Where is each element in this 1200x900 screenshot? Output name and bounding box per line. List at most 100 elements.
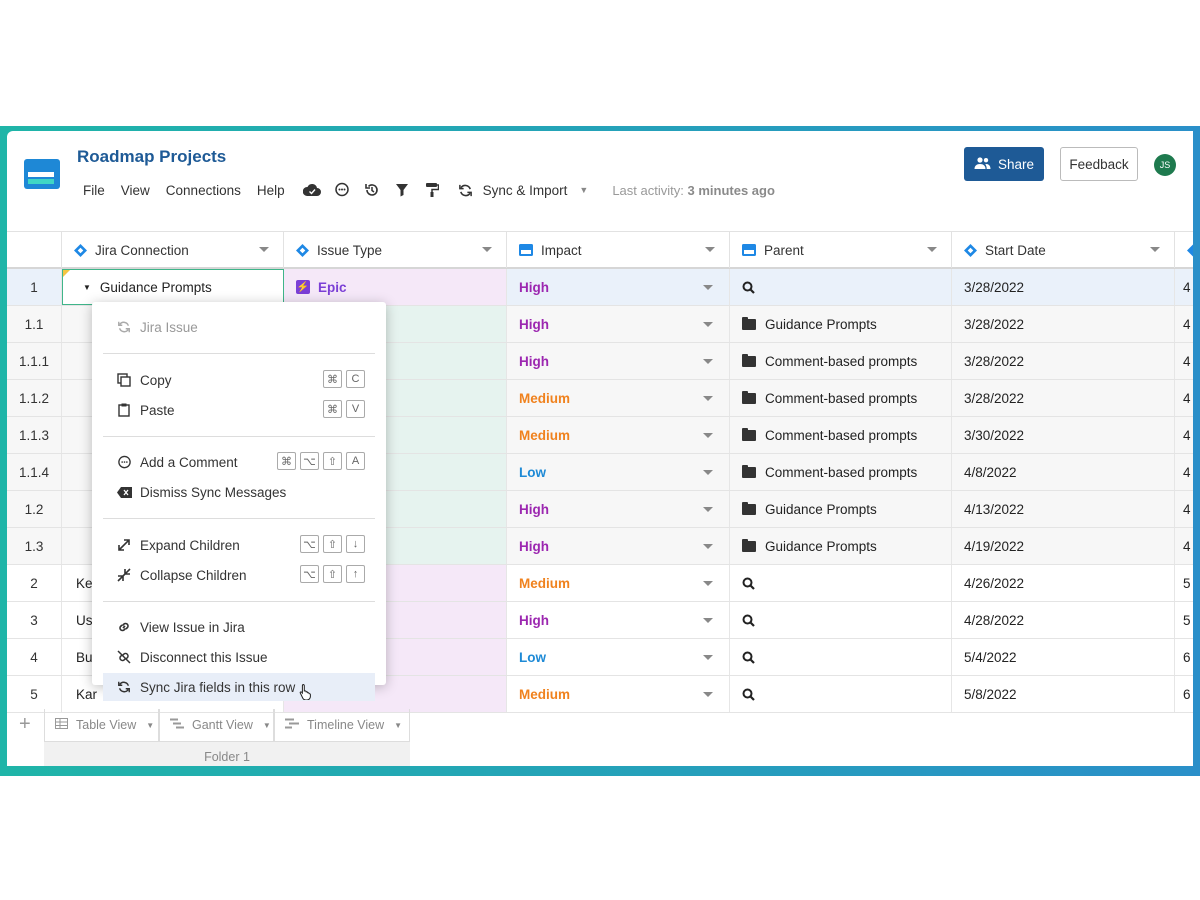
next-column-cell[interactable]: 4: [1183, 316, 1191, 332]
issue-type-cell[interactable]: ⚡ Epic: [284, 269, 507, 305]
parent-cell[interactable]: [730, 565, 952, 601]
menu-item-collapse-children[interactable]: Collapse Children ⌥ ⇧ ↑: [103, 561, 375, 589]
impact-cell[interactable]: High: [507, 528, 730, 564]
chevron-down-icon[interactable]: [703, 618, 713, 623]
paint-roller-icon[interactable]: [421, 179, 443, 201]
next-column-cell[interactable]: 4: [1183, 501, 1191, 517]
menu-item-expand-children[interactable]: Expand Children ⌥ ⇧ ↓: [103, 531, 375, 559]
chevron-down-icon[interactable]: [703, 433, 713, 438]
menu-item-add-comment[interactable]: Add a Comment ⌘ ⌥ ⇧ A: [103, 448, 375, 476]
menu-view[interactable]: View: [120, 182, 150, 198]
parent-cell[interactable]: [730, 639, 952, 675]
menu-item-disconnect[interactable]: Disconnect this Issue: [103, 643, 375, 671]
column-header-parent[interactable]: Parent: [730, 232, 952, 268]
next-column-cell[interactable]: 5: [1183, 612, 1191, 628]
impact-cell[interactable]: High: [507, 343, 730, 379]
chevron-down-icon[interactable]: ▼: [262, 720, 271, 730]
column-header-next[interactable]: [1175, 232, 1193, 268]
impact-cell[interactable]: Low: [507, 639, 730, 675]
chevron-down-icon[interactable]: [703, 470, 713, 475]
cloud-icon[interactable]: [301, 179, 323, 201]
start-date-cell[interactable]: 4/28/2022: [952, 602, 1175, 638]
menu-item-view-in-jira[interactable]: View Issue in Jira: [103, 613, 375, 641]
start-date-cell[interactable]: 4/26/2022: [952, 565, 1175, 601]
feedback-button[interactable]: Feedback: [1060, 147, 1138, 181]
chevron-down-icon[interactable]: [927, 247, 937, 252]
search-icon[interactable]: [742, 688, 755, 701]
menu-connections[interactable]: Connections: [165, 182, 241, 198]
avatar[interactable]: JS: [1154, 154, 1176, 176]
chevron-down-icon[interactable]: ▼: [146, 720, 155, 730]
start-date-cell[interactable]: 5/8/2022: [952, 676, 1175, 712]
table-row[interactable]: 1 ▼ Guidance Prompts ⚡ Epic High 3/28/2022 4: [7, 269, 1193, 306]
search-icon[interactable]: [742, 651, 755, 664]
chevron-down-icon[interactable]: [705, 247, 715, 252]
chevron-down-icon[interactable]: [703, 285, 713, 290]
add-view-button[interactable]: +: [19, 713, 31, 735]
filter-icon[interactable]: [391, 179, 413, 201]
start-date-cell[interactable]: 3/30/2022: [952, 417, 1175, 453]
impact-cell[interactable]: Medium: [507, 676, 730, 712]
history-icon[interactable]: [361, 179, 383, 201]
impact-cell[interactable]: Medium: [507, 565, 730, 601]
parent-cell[interactable]: [730, 676, 952, 712]
next-column-cell[interactable]: 6: [1183, 649, 1191, 665]
search-icon[interactable]: [742, 614, 755, 627]
chevron-down-icon[interactable]: [703, 322, 713, 327]
start-date-cell[interactable]: 4/8/2022: [952, 454, 1175, 490]
parent-cell[interactable]: Comment-based prompts: [730, 417, 952, 453]
chevron-down-icon[interactable]: [1150, 247, 1160, 252]
impact-cell[interactable]: High: [507, 602, 730, 638]
next-column-cell[interactable]: 6: [1183, 686, 1191, 702]
next-column-cell[interactable]: 4: [1183, 464, 1191, 480]
menu-item-copy[interactable]: Copy ⌘ C: [103, 366, 375, 394]
column-header-issue-type[interactable]: Issue Type: [284, 232, 507, 268]
parent-cell[interactable]: Comment-based prompts: [730, 454, 952, 490]
parent-cell[interactable]: Comment-based prompts: [730, 380, 952, 416]
collapse-toggle-icon[interactable]: ▼: [83, 282, 91, 292]
parent-cell[interactable]: Guidance Prompts: [730, 528, 952, 564]
start-date-cell[interactable]: 5/4/2022: [952, 639, 1175, 675]
chevron-down-icon[interactable]: [259, 247, 269, 252]
search-icon[interactable]: [742, 577, 755, 590]
parent-cell[interactable]: [730, 602, 952, 638]
chevron-down-icon[interactable]: [703, 692, 713, 697]
column-header-start-date[interactable]: Start Date: [952, 232, 1175, 268]
next-column-cell[interactable]: 4: [1183, 538, 1191, 554]
parent-cell[interactable]: [730, 269, 952, 305]
start-date-cell[interactable]: 4/19/2022: [952, 528, 1175, 564]
start-date-cell[interactable]: 3/28/2022: [952, 380, 1175, 416]
column-header-impact[interactable]: Impact: [507, 232, 730, 268]
chevron-down-icon[interactable]: [703, 396, 713, 401]
menu-item-dismiss-sync[interactable]: Dismiss Sync Messages: [103, 478, 375, 506]
search-icon[interactable]: [742, 281, 755, 294]
chevron-down-icon[interactable]: [703, 544, 713, 549]
start-date-cell[interactable]: 3/28/2022: [952, 269, 1175, 305]
parent-cell[interactable]: Comment-based prompts: [730, 343, 952, 379]
parent-cell[interactable]: Guidance Prompts: [730, 306, 952, 342]
chevron-down-icon[interactable]: [703, 359, 713, 364]
chevron-down-icon[interactable]: [482, 247, 492, 252]
start-date-cell[interactable]: 3/28/2022: [952, 306, 1175, 342]
next-column-cell[interactable]: 4: [1183, 390, 1191, 406]
parent-cell[interactable]: Guidance Prompts: [730, 491, 952, 527]
next-column-cell[interactable]: 4: [1183, 279, 1191, 295]
chevron-down-icon[interactable]: [703, 581, 713, 586]
start-date-cell[interactable]: 4/13/2022: [952, 491, 1175, 527]
tab-table-view[interactable]: Table View ▼: [44, 709, 159, 742]
menu-help[interactable]: Help: [256, 182, 285, 198]
folder-label[interactable]: Folder 1: [44, 742, 410, 766]
impact-cell[interactable]: High: [507, 269, 730, 305]
impact-cell[interactable]: Medium: [507, 380, 730, 416]
next-column-cell[interactable]: 4: [1183, 353, 1191, 369]
comment-icon[interactable]: [331, 179, 353, 201]
share-button[interactable]: Share: [964, 147, 1044, 181]
impact-cell[interactable]: High: [507, 491, 730, 527]
sync-import-menu[interactable]: Sync & Import ▼: [455, 179, 588, 201]
menu-file[interactable]: File: [83, 182, 105, 198]
start-date-cell[interactable]: 3/28/2022: [952, 343, 1175, 379]
tab-timeline-view[interactable]: Timeline View ▼: [274, 709, 410, 742]
next-column-cell[interactable]: 4: [1183, 427, 1191, 443]
menu-item-sync-row[interactable]: Sync Jira fields in this row: [103, 673, 375, 701]
next-column-cell[interactable]: 5: [1183, 575, 1191, 591]
